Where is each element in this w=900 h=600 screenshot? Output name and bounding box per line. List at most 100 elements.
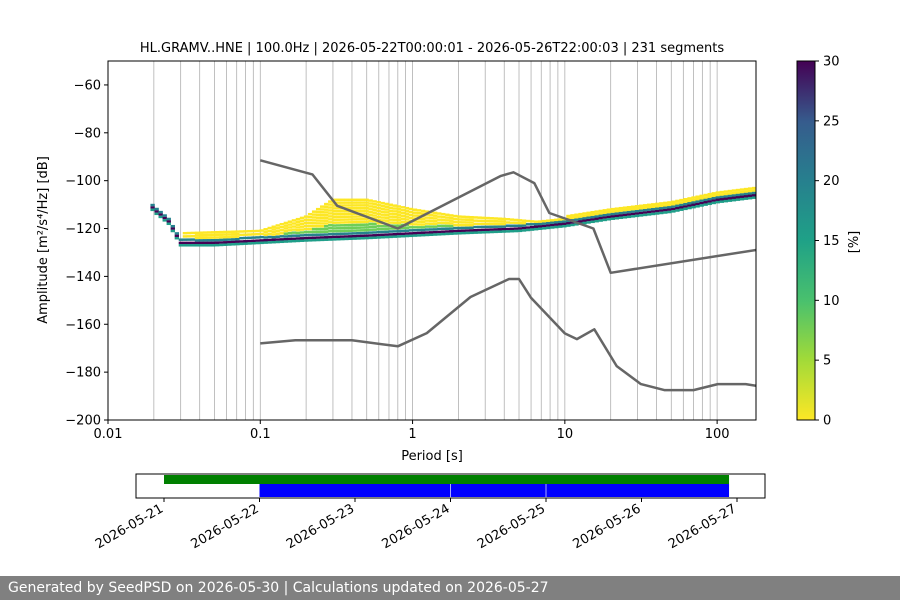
heatmap-cell — [336, 227, 341, 230]
heatmap-cell — [320, 210, 325, 214]
heatmap-cell — [429, 231, 434, 234]
heatmap-cell — [400, 229, 406, 233]
heatmap-cell — [663, 211, 668, 214]
heatmap-cell — [404, 226, 410, 230]
heatmap-cell — [311, 210, 317, 213]
heatmap-cell — [699, 199, 704, 202]
heatmap-cell — [388, 235, 393, 239]
heatmap-cell — [190, 238, 196, 241]
heatmap-cell — [231, 235, 236, 239]
heatmap-cell — [663, 204, 668, 207]
heatmap-cell — [396, 205, 402, 208]
heatmap-cell — [372, 231, 377, 234]
heatmap-cell — [231, 238, 236, 241]
heatmap-cell — [376, 227, 381, 231]
heatmap-cell — [320, 233, 325, 236]
heatmap-cell — [154, 212, 159, 216]
heatmap-cell — [598, 219, 603, 222]
heatmap-cell — [336, 198, 341, 202]
heatmap-cell — [424, 219, 430, 222]
heatmap-cell — [404, 218, 410, 221]
heatmap-cell — [360, 206, 365, 210]
heatmap-cell — [311, 233, 317, 237]
heatmap-cell — [642, 213, 648, 217]
heatmap-cell — [642, 206, 648, 209]
heatmap-cell — [174, 236, 180, 240]
heatmap-cell — [715, 191, 720, 194]
heatmap-cell — [336, 232, 341, 236]
heatmap-cell — [324, 225, 329, 228]
heatmap-cell — [360, 229, 365, 232]
heatmap-cell — [324, 205, 329, 209]
heatmap-cell — [344, 209, 349, 213]
heatmap-cell — [360, 209, 365, 213]
data-availability-bar — [164, 475, 730, 484]
heatmap-cell — [372, 205, 377, 209]
heatmap-cell — [598, 212, 603, 215]
heatmap-cell — [707, 195, 712, 198]
heatmap-cell — [416, 231, 422, 235]
heatmap-cell — [315, 238, 321, 242]
heatmap-cell — [408, 226, 414, 229]
heatmap-cell — [162, 219, 167, 222]
heatmap-cell — [202, 231, 208, 234]
heatmap-cell — [457, 229, 462, 233]
heatmap-cell — [299, 219, 305, 223]
heatmap-cell — [348, 212, 353, 216]
heatmap-cell — [315, 227, 321, 231]
heatmap-cell — [743, 197, 749, 200]
heatmap-cell — [719, 190, 725, 194]
heatmap-cell — [162, 214, 167, 217]
heatmap-cell — [501, 230, 507, 233]
heatmap-cell — [263, 230, 268, 234]
heatmap-cell — [659, 204, 664, 208]
heatmap-cell — [751, 194, 756, 197]
heatmap-cell — [731, 194, 737, 197]
heatmap-cell — [368, 213, 373, 217]
heatmap-cell — [461, 218, 466, 221]
heatmap-cell — [610, 217, 616, 220]
heatmap-cell — [255, 236, 260, 239]
heatmap-cell — [493, 230, 498, 234]
heatmap-cell — [364, 198, 369, 202]
heatmap-cell — [671, 210, 676, 213]
heatmap-cell — [404, 212, 410, 216]
heatmap-cell — [465, 229, 470, 232]
heatmap-cell — [295, 217, 301, 221]
heatmap-cell — [150, 208, 155, 212]
heatmap-cell — [731, 191, 737, 195]
heatmap-cell — [388, 203, 393, 207]
heatmap-cell — [279, 232, 284, 235]
heatmap-cell — [243, 233, 248, 236]
heatmap-cell — [614, 216, 620, 220]
heatmap-cell — [433, 228, 438, 231]
heatmap-cell — [263, 238, 268, 242]
heatmap-cell — [651, 212, 656, 216]
heatmap-cell — [703, 200, 708, 204]
heatmap-cell — [231, 233, 236, 236]
heatmap-cell — [614, 214, 620, 218]
heatmap-cell — [376, 201, 381, 204]
heatmap-cell — [441, 230, 446, 233]
heatmap-cell — [634, 205, 640, 208]
heatmap-cell — [416, 214, 422, 218]
heatmap-cell — [324, 219, 329, 222]
heatmap-cell — [622, 216, 628, 219]
heatmap-cell — [368, 231, 373, 234]
heatmap-cell — [352, 237, 357, 240]
heatmap-cell — [477, 231, 482, 234]
heatmap-cell — [360, 217, 365, 221]
timeline-date-ticks: 2026-05-21 2026-05-22 2026-05-23 2026-05-24… — [93, 498, 739, 552]
heatmap-cell — [521, 226, 527, 230]
heatmap-cell — [384, 227, 389, 231]
heatmap-cell — [166, 220, 171, 223]
heatmap-cell — [433, 214, 438, 217]
heatmap-cell — [299, 222, 305, 225]
heatmap-cell — [279, 222, 284, 226]
heatmap-cell — [324, 233, 329, 236]
heatmap-cell — [388, 218, 393, 221]
heatmap-cell — [618, 211, 624, 215]
heatmap-cell — [227, 230, 232, 234]
heatmap-cell — [562, 220, 567, 223]
heatmap-cell — [659, 206, 664, 210]
